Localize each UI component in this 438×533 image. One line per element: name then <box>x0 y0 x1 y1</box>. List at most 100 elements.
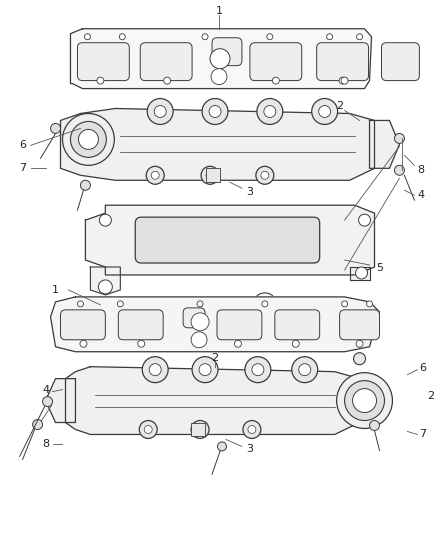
Circle shape <box>211 69 227 85</box>
Circle shape <box>191 421 209 439</box>
Circle shape <box>257 99 283 124</box>
FancyBboxPatch shape <box>275 310 320 340</box>
Circle shape <box>319 106 331 117</box>
Circle shape <box>196 425 204 433</box>
Circle shape <box>359 214 371 226</box>
FancyBboxPatch shape <box>250 43 302 80</box>
Circle shape <box>142 357 168 383</box>
Polygon shape <box>60 109 374 180</box>
Circle shape <box>356 267 367 279</box>
Circle shape <box>292 340 299 347</box>
Circle shape <box>191 332 207 348</box>
Circle shape <box>144 425 152 433</box>
Circle shape <box>210 49 230 69</box>
Circle shape <box>63 114 114 165</box>
Text: 4: 4 <box>42 385 49 394</box>
Circle shape <box>99 214 111 226</box>
Text: 6: 6 <box>419 362 426 373</box>
Circle shape <box>197 301 203 307</box>
Circle shape <box>191 313 209 331</box>
Circle shape <box>327 34 332 40</box>
Text: 8: 8 <box>417 165 424 175</box>
Circle shape <box>256 166 274 184</box>
Circle shape <box>80 340 87 347</box>
Text: 1: 1 <box>215 6 223 16</box>
Circle shape <box>32 419 42 430</box>
Text: 7: 7 <box>19 163 26 173</box>
Circle shape <box>370 421 379 431</box>
Circle shape <box>339 77 346 84</box>
Bar <box>191 423 205 437</box>
FancyBboxPatch shape <box>140 43 192 80</box>
Bar <box>206 168 220 182</box>
Circle shape <box>341 77 348 84</box>
FancyBboxPatch shape <box>381 43 419 80</box>
Text: 2: 2 <box>336 101 343 110</box>
Circle shape <box>299 364 311 376</box>
Circle shape <box>42 397 53 407</box>
Circle shape <box>209 106 221 117</box>
FancyBboxPatch shape <box>212 38 242 66</box>
Circle shape <box>146 166 164 184</box>
Circle shape <box>99 280 112 294</box>
FancyBboxPatch shape <box>183 308 205 328</box>
Circle shape <box>199 364 211 376</box>
Text: 8: 8 <box>42 439 49 449</box>
Circle shape <box>192 357 218 383</box>
FancyBboxPatch shape <box>317 43 368 80</box>
Circle shape <box>262 301 268 307</box>
Circle shape <box>353 353 366 365</box>
FancyBboxPatch shape <box>118 310 163 340</box>
Circle shape <box>164 77 171 84</box>
FancyBboxPatch shape <box>339 310 379 340</box>
Text: 6: 6 <box>19 140 26 150</box>
Polygon shape <box>85 205 374 275</box>
Text: 1: 1 <box>52 285 59 295</box>
Circle shape <box>243 421 261 439</box>
Circle shape <box>154 106 166 117</box>
Circle shape <box>50 124 60 133</box>
Circle shape <box>345 381 385 421</box>
Circle shape <box>261 171 269 179</box>
Circle shape <box>138 340 145 347</box>
FancyBboxPatch shape <box>135 217 320 263</box>
Circle shape <box>78 130 99 149</box>
Circle shape <box>201 166 219 184</box>
Circle shape <box>81 180 90 190</box>
Circle shape <box>395 165 404 175</box>
Circle shape <box>395 133 404 143</box>
Circle shape <box>78 301 83 307</box>
Polygon shape <box>46 378 75 423</box>
Circle shape <box>216 77 223 84</box>
Circle shape <box>147 99 173 124</box>
FancyBboxPatch shape <box>217 310 262 340</box>
Circle shape <box>149 364 161 376</box>
Text: 5: 5 <box>376 263 383 273</box>
Circle shape <box>202 99 228 124</box>
Polygon shape <box>71 29 371 88</box>
Text: 7: 7 <box>419 430 427 440</box>
Polygon shape <box>350 267 370 280</box>
Circle shape <box>292 357 318 383</box>
Circle shape <box>367 301 372 307</box>
Circle shape <box>264 106 276 117</box>
FancyBboxPatch shape <box>60 310 106 340</box>
Circle shape <box>267 34 273 40</box>
Circle shape <box>272 77 279 84</box>
Polygon shape <box>50 297 379 352</box>
Text: 4: 4 <box>417 190 424 200</box>
Text: 3: 3 <box>247 445 254 455</box>
Circle shape <box>97 77 104 84</box>
Circle shape <box>337 373 392 429</box>
Circle shape <box>234 340 241 347</box>
Circle shape <box>85 34 90 40</box>
Circle shape <box>356 340 363 347</box>
Polygon shape <box>90 267 120 295</box>
Circle shape <box>312 99 338 124</box>
Circle shape <box>151 171 159 179</box>
Polygon shape <box>66 367 360 434</box>
Text: 2: 2 <box>212 353 219 363</box>
Circle shape <box>139 421 157 439</box>
Circle shape <box>206 171 214 179</box>
FancyBboxPatch shape <box>78 43 129 80</box>
